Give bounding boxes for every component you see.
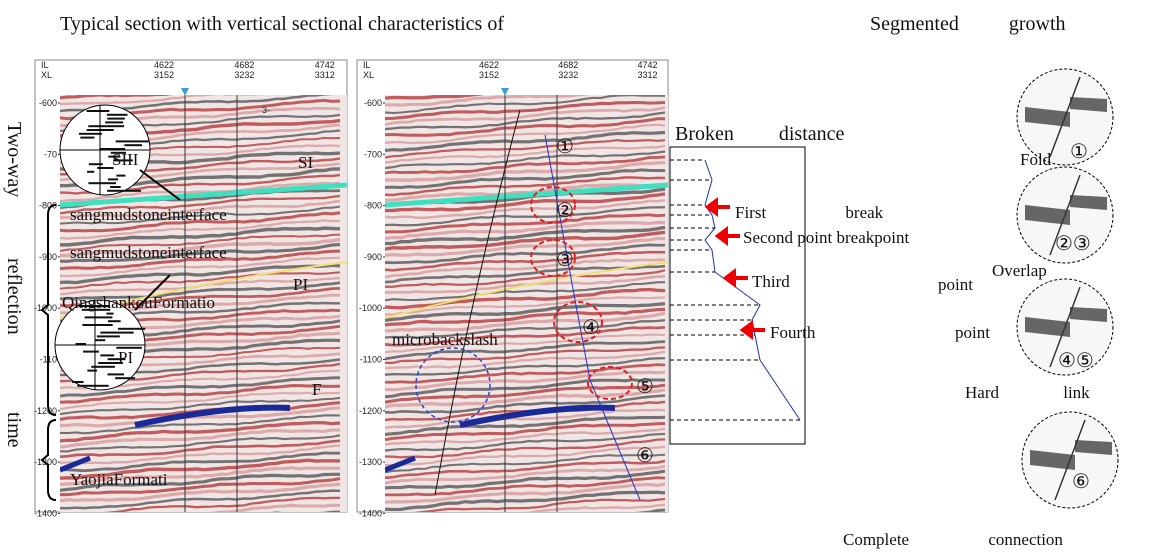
label: YaojiaFormati	[70, 470, 168, 489]
zoom-trace	[87, 370, 97, 372]
header-value: 3152	[479, 70, 499, 80]
side-title: Segmented growth	[870, 13, 1066, 35]
label: SIII	[112, 150, 139, 169]
zoom-trace	[116, 140, 149, 142]
schematic-mark: ①	[1070, 141, 1088, 163]
zoom-trace	[87, 110, 110, 112]
label: QingshankouFormatio	[62, 293, 215, 312]
label: microbackslash	[392, 330, 498, 349]
reflector	[60, 512, 340, 529]
zoom-trace	[105, 121, 123, 123]
zoom-trace	[108, 178, 118, 180]
label: 3-	[262, 105, 270, 115]
header-value: 3232	[234, 70, 254, 80]
y-tick-label: -700	[364, 149, 382, 159]
header-value: 3152	[154, 70, 174, 80]
label: PI	[118, 348, 133, 367]
zoom-trace	[80, 137, 94, 139]
label: PI	[293, 275, 308, 294]
zoom-trace	[85, 316, 113, 318]
profile-title: Broken distance	[675, 123, 845, 145]
zoom-trace	[100, 354, 114, 356]
y-tick-label: -1200	[359, 406, 382, 416]
zoom-trace	[88, 182, 116, 184]
point: ①	[556, 136, 574, 158]
schematic-label: Fold	[1020, 150, 1052, 169]
zoom-trace	[115, 377, 135, 379]
point: ⑥	[636, 445, 654, 467]
header-value: 4742	[637, 60, 657, 70]
zoom-trace	[108, 320, 121, 322]
axis-label: reflection	[3, 258, 25, 335]
y-tick-label: -1400	[359, 508, 382, 518]
zoom-trace	[110, 186, 121, 188]
zoom-trace	[106, 313, 113, 315]
y-tick-label: -900	[364, 252, 382, 262]
zoom-trace	[89, 163, 103, 165]
axis-label: Two-way	[3, 122, 25, 197]
header-value: 4682	[234, 60, 254, 70]
point: ②	[556, 200, 574, 222]
zoom-trace	[77, 385, 108, 387]
schematic-label: point	[938, 275, 973, 294]
profile-label: Third	[752, 272, 790, 291]
profile-label: Second point breakpoint	[743, 228, 909, 247]
zoom-trace	[83, 351, 99, 353]
figure: ILXL462231524682323247423312-600-70-800-…	[0, 0, 1156, 552]
profile-label: First break	[735, 203, 884, 222]
schematic-mark: ②③	[1055, 233, 1091, 255]
schematic-label: Hard link	[965, 383, 1090, 402]
y-tick-label: -1100	[360, 355, 382, 365]
zoom-trace	[107, 190, 141, 192]
header-value: 3232	[558, 70, 578, 80]
header-label: XL	[41, 70, 52, 80]
zoom-trace	[107, 373, 123, 375]
y-tick-label: -1400	[34, 508, 57, 518]
header-label: XL	[363, 70, 374, 80]
label: sangmudstoneinterface	[70, 205, 227, 224]
header-value: 4622	[154, 60, 174, 70]
zoom-trace	[82, 324, 112, 326]
schematic-mark: ⑥	[1072, 471, 1090, 493]
y-tick-label: -1000	[359, 303, 382, 313]
zoom-trace	[95, 339, 105, 341]
zoom-trace	[79, 133, 102, 135]
header-label: IL	[363, 60, 371, 70]
zoom-trace	[124, 144, 142, 146]
profile-frame	[670, 147, 805, 444]
header-value: 3312	[637, 70, 657, 80]
zoom-trace	[72, 381, 83, 383]
zoom-trace	[87, 171, 94, 173]
zoom-trace	[88, 125, 124, 127]
zoom-trace	[97, 335, 120, 337]
header-value: 4742	[315, 60, 335, 70]
y-tick-label: -1300	[359, 457, 382, 467]
axis-label: time	[3, 412, 25, 448]
title: Typical section with vertical sectional …	[60, 13, 504, 35]
label: F	[312, 380, 321, 399]
zoom-trace	[100, 332, 133, 334]
header-value: 4682	[558, 60, 578, 70]
label: sangmudstoneinterface	[70, 243, 227, 262]
point: ④	[582, 317, 600, 339]
schematic-label: Overlap	[992, 261, 1047, 280]
zoom-trace	[107, 114, 128, 116]
zoom-trace	[118, 328, 145, 330]
y-tick-label: -600	[39, 98, 57, 108]
header-value: 3312	[315, 70, 335, 80]
point: ③	[556, 249, 574, 271]
y-tick-label: -600	[364, 98, 382, 108]
header-label: IL	[41, 60, 49, 70]
header-value: 4622	[479, 60, 499, 70]
y-tick-label: -800	[364, 201, 382, 211]
point: ⑤	[636, 376, 654, 398]
zoom-trace	[107, 118, 124, 120]
schematic-label: point	[955, 323, 990, 342]
zoom-trace	[116, 175, 125, 177]
y-tick-label: -70	[44, 149, 57, 159]
schematic-mark: ④⑤	[1058, 350, 1094, 372]
label: SI	[298, 153, 313, 172]
profile-label: Fourth	[770, 323, 816, 342]
schematic-label: Complete connection	[843, 530, 1063, 549]
